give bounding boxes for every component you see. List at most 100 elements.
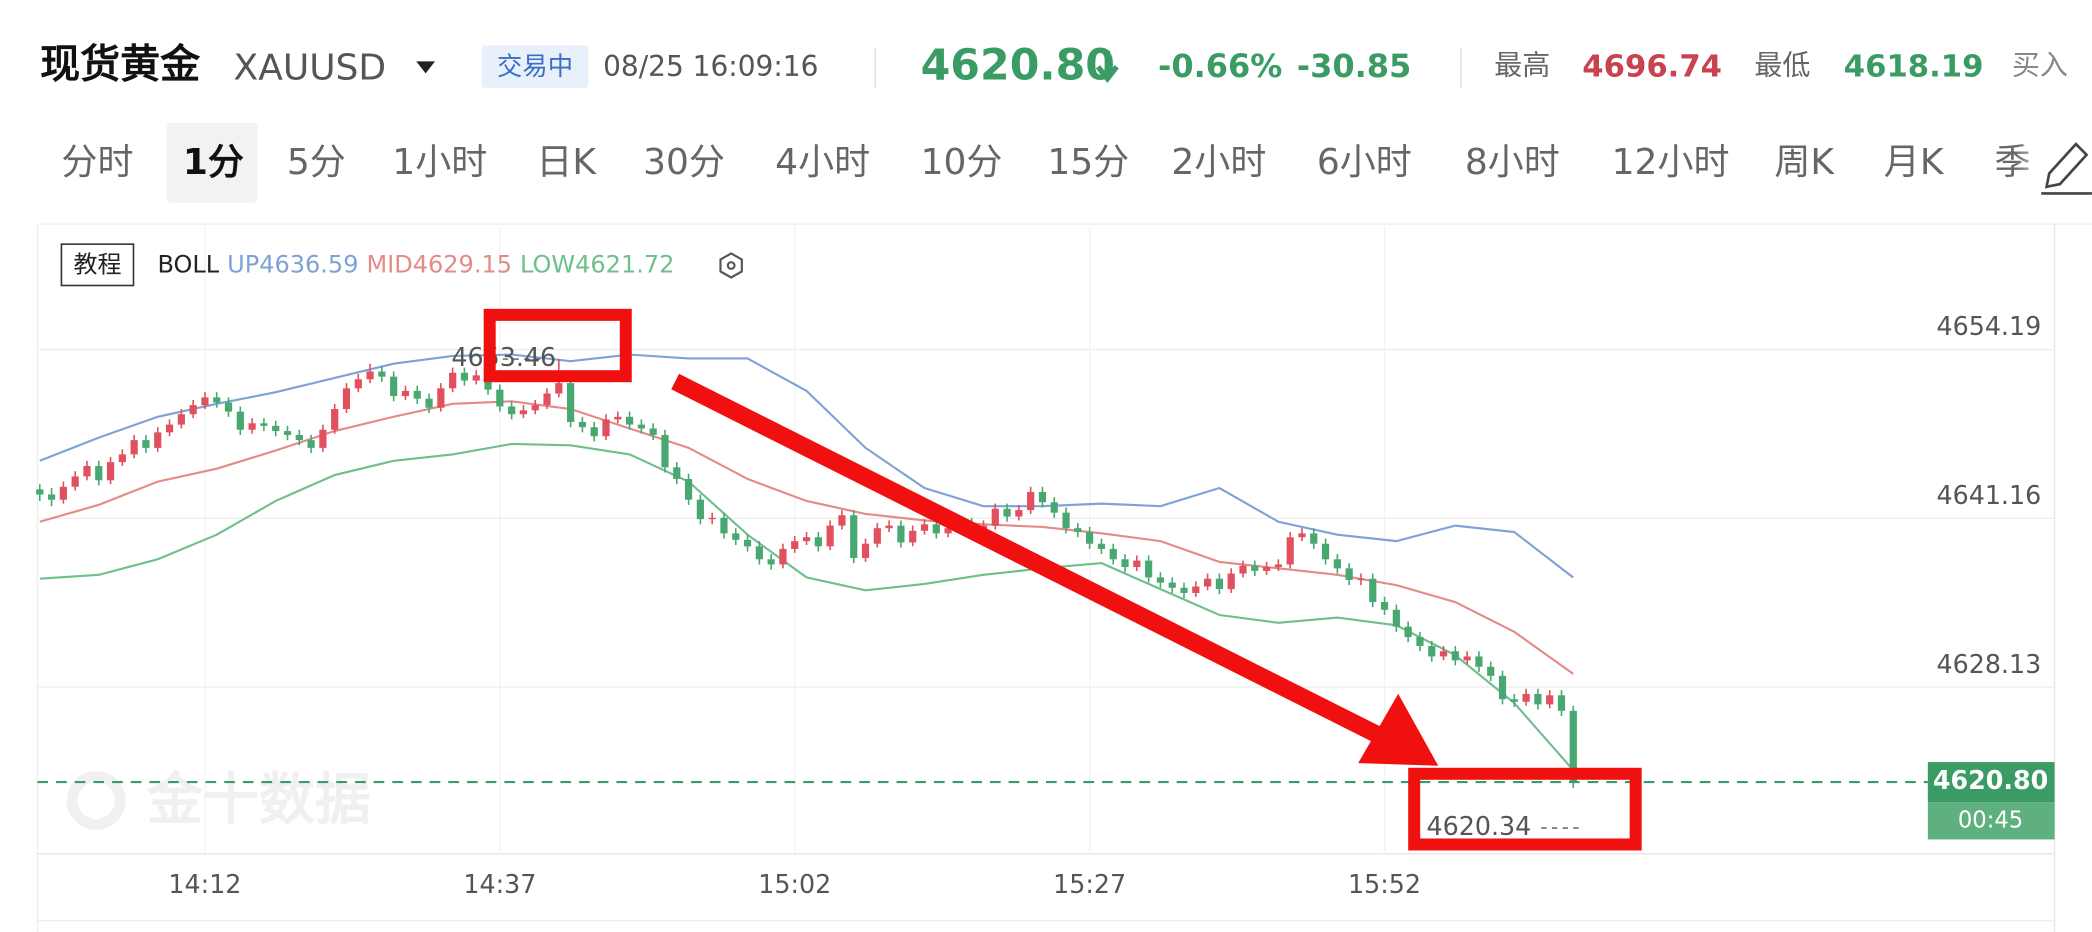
- indicator-name: BOLL: [157, 250, 219, 278]
- timeframe-tab[interactable]: 月K: [1884, 142, 1945, 183]
- timeframe-tab[interactable]: 6小时: [1317, 142, 1412, 183]
- timeframe-tab[interactable]: 30分: [643, 142, 725, 183]
- candle-body: [1286, 537, 1294, 565]
- candle-body: [319, 429, 327, 448]
- draw-tool-icon[interactable]: [2041, 142, 2092, 195]
- candle-body: [1345, 568, 1353, 581]
- timeframe-tab[interactable]: 分时: [61, 142, 133, 183]
- timeframe-tab[interactable]: 周K: [1774, 142, 1835, 183]
- settings-dot[interactable]: [726, 261, 736, 270]
- candle-body: [331, 409, 339, 430]
- x-tick-label: 14:37: [463, 869, 536, 899]
- candle-body: [342, 388, 351, 410]
- candle-body: [1192, 586, 1200, 593]
- candle-body: [1050, 502, 1058, 513]
- watermark: 金十数据: [146, 768, 371, 833]
- candle-body: [496, 389, 504, 407]
- legend-value: 4621.72: [575, 250, 674, 278]
- boll-line: [39, 442, 1575, 771]
- candle-body: [873, 528, 881, 544]
- legend-value: 4636.59: [259, 250, 358, 278]
- countdown-tag: [1927, 802, 2055, 840]
- low-label: 最低: [1754, 49, 1810, 82]
- annotations: [483, 308, 1642, 851]
- candle-body: [1168, 582, 1176, 588]
- candle-body: [1451, 651, 1459, 661]
- timeframe-tab[interactable]: 4小时: [775, 142, 870, 183]
- candle-body: [283, 431, 292, 435]
- candle-body: [944, 528, 952, 534]
- candle-body: [1369, 578, 1377, 603]
- candle-body: [779, 548, 787, 565]
- candle-body: [1546, 695, 1554, 705]
- down-arrow-icon: [1095, 50, 1119, 84]
- candle-body: [614, 416, 622, 420]
- candle-body: [814, 537, 822, 547]
- watermark-logo: [66, 771, 126, 830]
- candle-body: [213, 397, 221, 403]
- tutorial-label[interactable]: 教程: [73, 250, 121, 278]
- candle-body: [1062, 512, 1070, 529]
- candle-body: [720, 517, 728, 534]
- candle-body: [142, 440, 150, 448]
- tutorial-button[interactable]: [60, 243, 135, 287]
- price-tag: [1927, 762, 2055, 803]
- candle-body: [850, 515, 858, 558]
- settings-hexagon[interactable]: [719, 252, 743, 279]
- candle-body: [1463, 656, 1471, 661]
- candle-body: [590, 427, 598, 437]
- y-tick-label: 4654.19: [1936, 311, 2041, 341]
- candle-body: [932, 524, 940, 534]
- y-tick-label: 4628.13: [1936, 649, 2041, 679]
- timeframe-tab[interactable]: 12小时: [1612, 142, 1730, 183]
- highlight-box: [1408, 767, 1642, 851]
- candle-body: [1015, 510, 1023, 517]
- timeframe-tab[interactable]: 8小时: [1465, 142, 1560, 183]
- candle-body: [661, 434, 669, 468]
- symbol[interactable]: XAUUSD: [234, 47, 387, 88]
- high-label: 最高: [1494, 49, 1550, 82]
- timeframe-tab[interactable]: 15分: [1047, 142, 1129, 183]
- timeframe-tab[interactable]: 2小时: [1171, 142, 1266, 183]
- candle-body: [83, 466, 91, 477]
- candle-body: [472, 375, 480, 381]
- candle-body: [1109, 548, 1117, 560]
- candle-body: [295, 434, 303, 441]
- candle-body: [567, 383, 575, 422]
- candle-body: [1097, 543, 1106, 549]
- indicator-settings-icon[interactable]: [719, 252, 743, 279]
- change: -30.85: [1297, 47, 1412, 85]
- tab-selected-bg[interactable]: [166, 122, 258, 203]
- candle-body: [390, 376, 398, 397]
- candle-body: [684, 478, 693, 500]
- candle-body: [224, 402, 233, 412]
- candle-body: [36, 489, 44, 495]
- candle-body: [732, 533, 740, 540]
- timeframe-tab[interactable]: 10分: [921, 142, 1003, 183]
- x-tick-label: 15:52: [1348, 869, 1421, 899]
- timeframe-tab[interactable]: 日K: [536, 142, 597, 183]
- candle-body: [767, 559, 775, 565]
- timeframe-tab[interactable]: 1分: [183, 142, 244, 183]
- candle-body: [1428, 646, 1436, 657]
- candle-body: [1510, 699, 1518, 702]
- candle-body: [1086, 532, 1094, 544]
- symbol-dropdown-icon[interactable]: [416, 61, 435, 74]
- candle-body: [1239, 565, 1247, 574]
- candle-body: [401, 390, 410, 397]
- candle-body: [1557, 695, 1566, 711]
- legend-name: UP: [227, 250, 259, 278]
- candle-body: [673, 467, 681, 479]
- candle-body: [1251, 565, 1259, 571]
- arrow-head: [1358, 693, 1439, 766]
- candle-body: [897, 525, 905, 543]
- candle-body: [1310, 533, 1318, 544]
- timeframe-tab[interactable]: 5分: [287, 142, 346, 183]
- candle-body: [1534, 693, 1542, 705]
- candle-body: [59, 486, 67, 500]
- candle-body: [366, 371, 374, 380]
- candle-body: [1003, 508, 1011, 517]
- timeframe-tab[interactable]: 1小时: [392, 142, 487, 183]
- candle-body: [425, 398, 433, 408]
